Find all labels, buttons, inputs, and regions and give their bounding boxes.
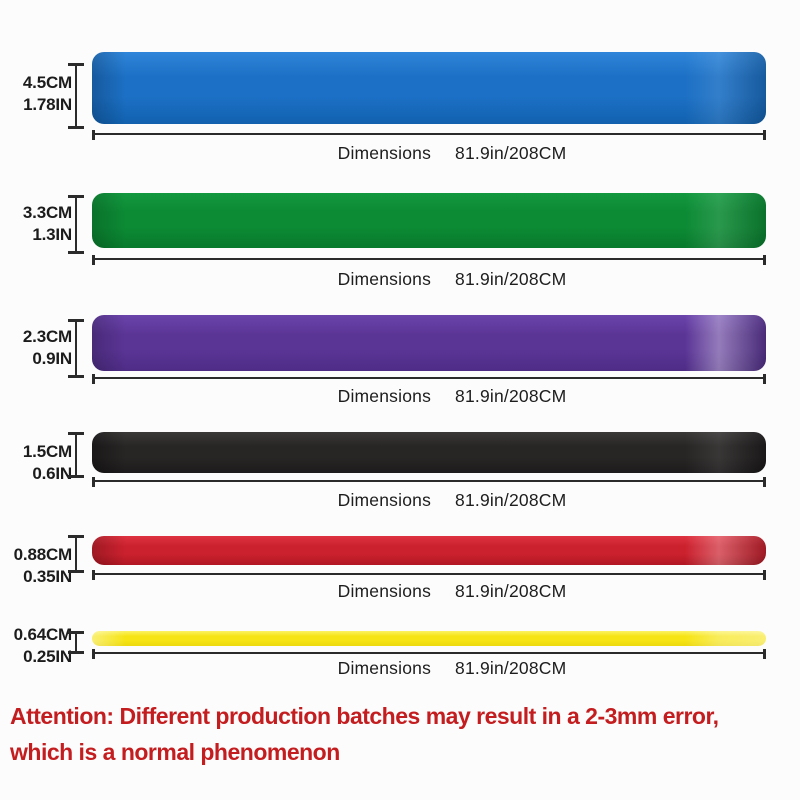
measure-tick-right bbox=[763, 130, 766, 140]
measure-tick-left bbox=[92, 130, 95, 140]
length-measure-line bbox=[92, 649, 766, 659]
band-size-in: 1.78IN bbox=[23, 95, 72, 114]
measure-tick-right bbox=[763, 477, 766, 487]
measure-tick-right bbox=[763, 649, 766, 659]
yellow-band bbox=[92, 631, 766, 646]
band-size-in: 0.9IN bbox=[32, 349, 72, 368]
black-band bbox=[92, 432, 766, 473]
red-band bbox=[92, 536, 766, 565]
band-size-label: 2.3CM 0.9IN bbox=[0, 326, 72, 370]
blue-band bbox=[92, 52, 766, 124]
band-size-cm: 0.64CM bbox=[13, 625, 73, 644]
dimensions-row: Dimensions 81.9in/208CM bbox=[338, 658, 567, 679]
measure-tick-right bbox=[763, 374, 766, 384]
length-measure-line bbox=[92, 570, 766, 580]
band-size-label: 1.5CM 0.6IN bbox=[0, 441, 72, 485]
band-size-label: 0.88CM 0.35IN bbox=[0, 544, 73, 588]
dimensions-row: Dimensions 81.9in/208CM bbox=[338, 490, 567, 511]
height-measure-stem bbox=[75, 634, 77, 651]
measure-tick-left bbox=[92, 477, 95, 487]
height-measure-stem bbox=[75, 435, 77, 475]
dimensions-row: Dimensions 81.9in/208CM bbox=[338, 269, 567, 290]
measure-tick-right bbox=[763, 570, 766, 580]
band-size-cm: 2.3CM bbox=[22, 327, 72, 346]
dimensions-label: Dimensions bbox=[337, 658, 432, 678]
band-size-in: 1.3IN bbox=[32, 225, 72, 244]
height-measure-bracket bbox=[68, 63, 84, 129]
band-size-in: 0.6IN bbox=[32, 464, 72, 483]
dimensions-label: Dimensions bbox=[337, 386, 432, 406]
band-size-cm: 3.3CM bbox=[22, 203, 72, 222]
band-size-cm: 4.5CM bbox=[22, 73, 72, 92]
purple-band bbox=[92, 315, 766, 371]
band-size-cm: 1.5CM bbox=[22, 442, 72, 461]
measure-tick-right bbox=[763, 255, 766, 265]
dimensions-value: 81.9in/208CM bbox=[455, 143, 567, 163]
length-measure-line bbox=[92, 255, 766, 265]
height-measure-stem bbox=[75, 322, 77, 375]
length-measure-line bbox=[92, 374, 766, 384]
height-measure-stem bbox=[75, 66, 77, 126]
dimensions-row: Dimensions 81.9in/208CM bbox=[338, 386, 567, 407]
length-measure-line bbox=[92, 130, 766, 140]
band-size-in: 0.25IN bbox=[23, 647, 72, 666]
height-measure-stem bbox=[75, 198, 77, 251]
length-measure-line bbox=[92, 477, 766, 487]
band-size-in: 0.35IN bbox=[23, 567, 72, 586]
height-measure-bracket bbox=[68, 631, 84, 654]
dimensions-value: 81.9in/208CM bbox=[455, 581, 567, 601]
height-measure-stem bbox=[75, 538, 77, 570]
dimensions-value: 81.9in/208CM bbox=[455, 269, 567, 289]
height-measure-bracket bbox=[68, 432, 84, 478]
measure-tick-left bbox=[92, 649, 95, 659]
dimensions-row: Dimensions 81.9in/208CM bbox=[338, 143, 567, 164]
height-measure-bracket bbox=[68, 319, 84, 378]
dimensions-label: Dimensions bbox=[337, 490, 432, 510]
height-measure-bracket bbox=[68, 535, 84, 573]
band-size-label: 0.64CM 0.25IN bbox=[0, 624, 73, 668]
measure-tick-left bbox=[92, 570, 95, 580]
attention-note: Attention: Different production batches … bbox=[10, 698, 796, 770]
band-size-cm: 0.88CM bbox=[13, 545, 73, 564]
band-size-label: 4.5CM 1.78IN bbox=[0, 72, 72, 116]
dimensions-value: 81.9in/208CM bbox=[455, 490, 567, 510]
attention-line-1: Attention: Different production batches … bbox=[10, 703, 719, 729]
dimensions-label: Dimensions bbox=[337, 581, 432, 601]
green-band bbox=[92, 193, 766, 248]
dimensions-row: Dimensions 81.9in/208CM bbox=[338, 581, 567, 602]
band-size-label: 3.3CM 1.3IN bbox=[0, 202, 72, 246]
dimensions-label: Dimensions bbox=[337, 269, 432, 289]
measure-tick-left bbox=[92, 255, 95, 265]
attention-line-2: which is a normal phenomenon bbox=[10, 739, 340, 765]
dimensions-label: Dimensions bbox=[337, 143, 432, 163]
dimensions-value: 81.9in/208CM bbox=[455, 658, 567, 678]
dimensions-value: 81.9in/208CM bbox=[455, 386, 567, 406]
height-measure-bracket bbox=[68, 195, 84, 254]
measure-tick-left bbox=[92, 374, 95, 384]
